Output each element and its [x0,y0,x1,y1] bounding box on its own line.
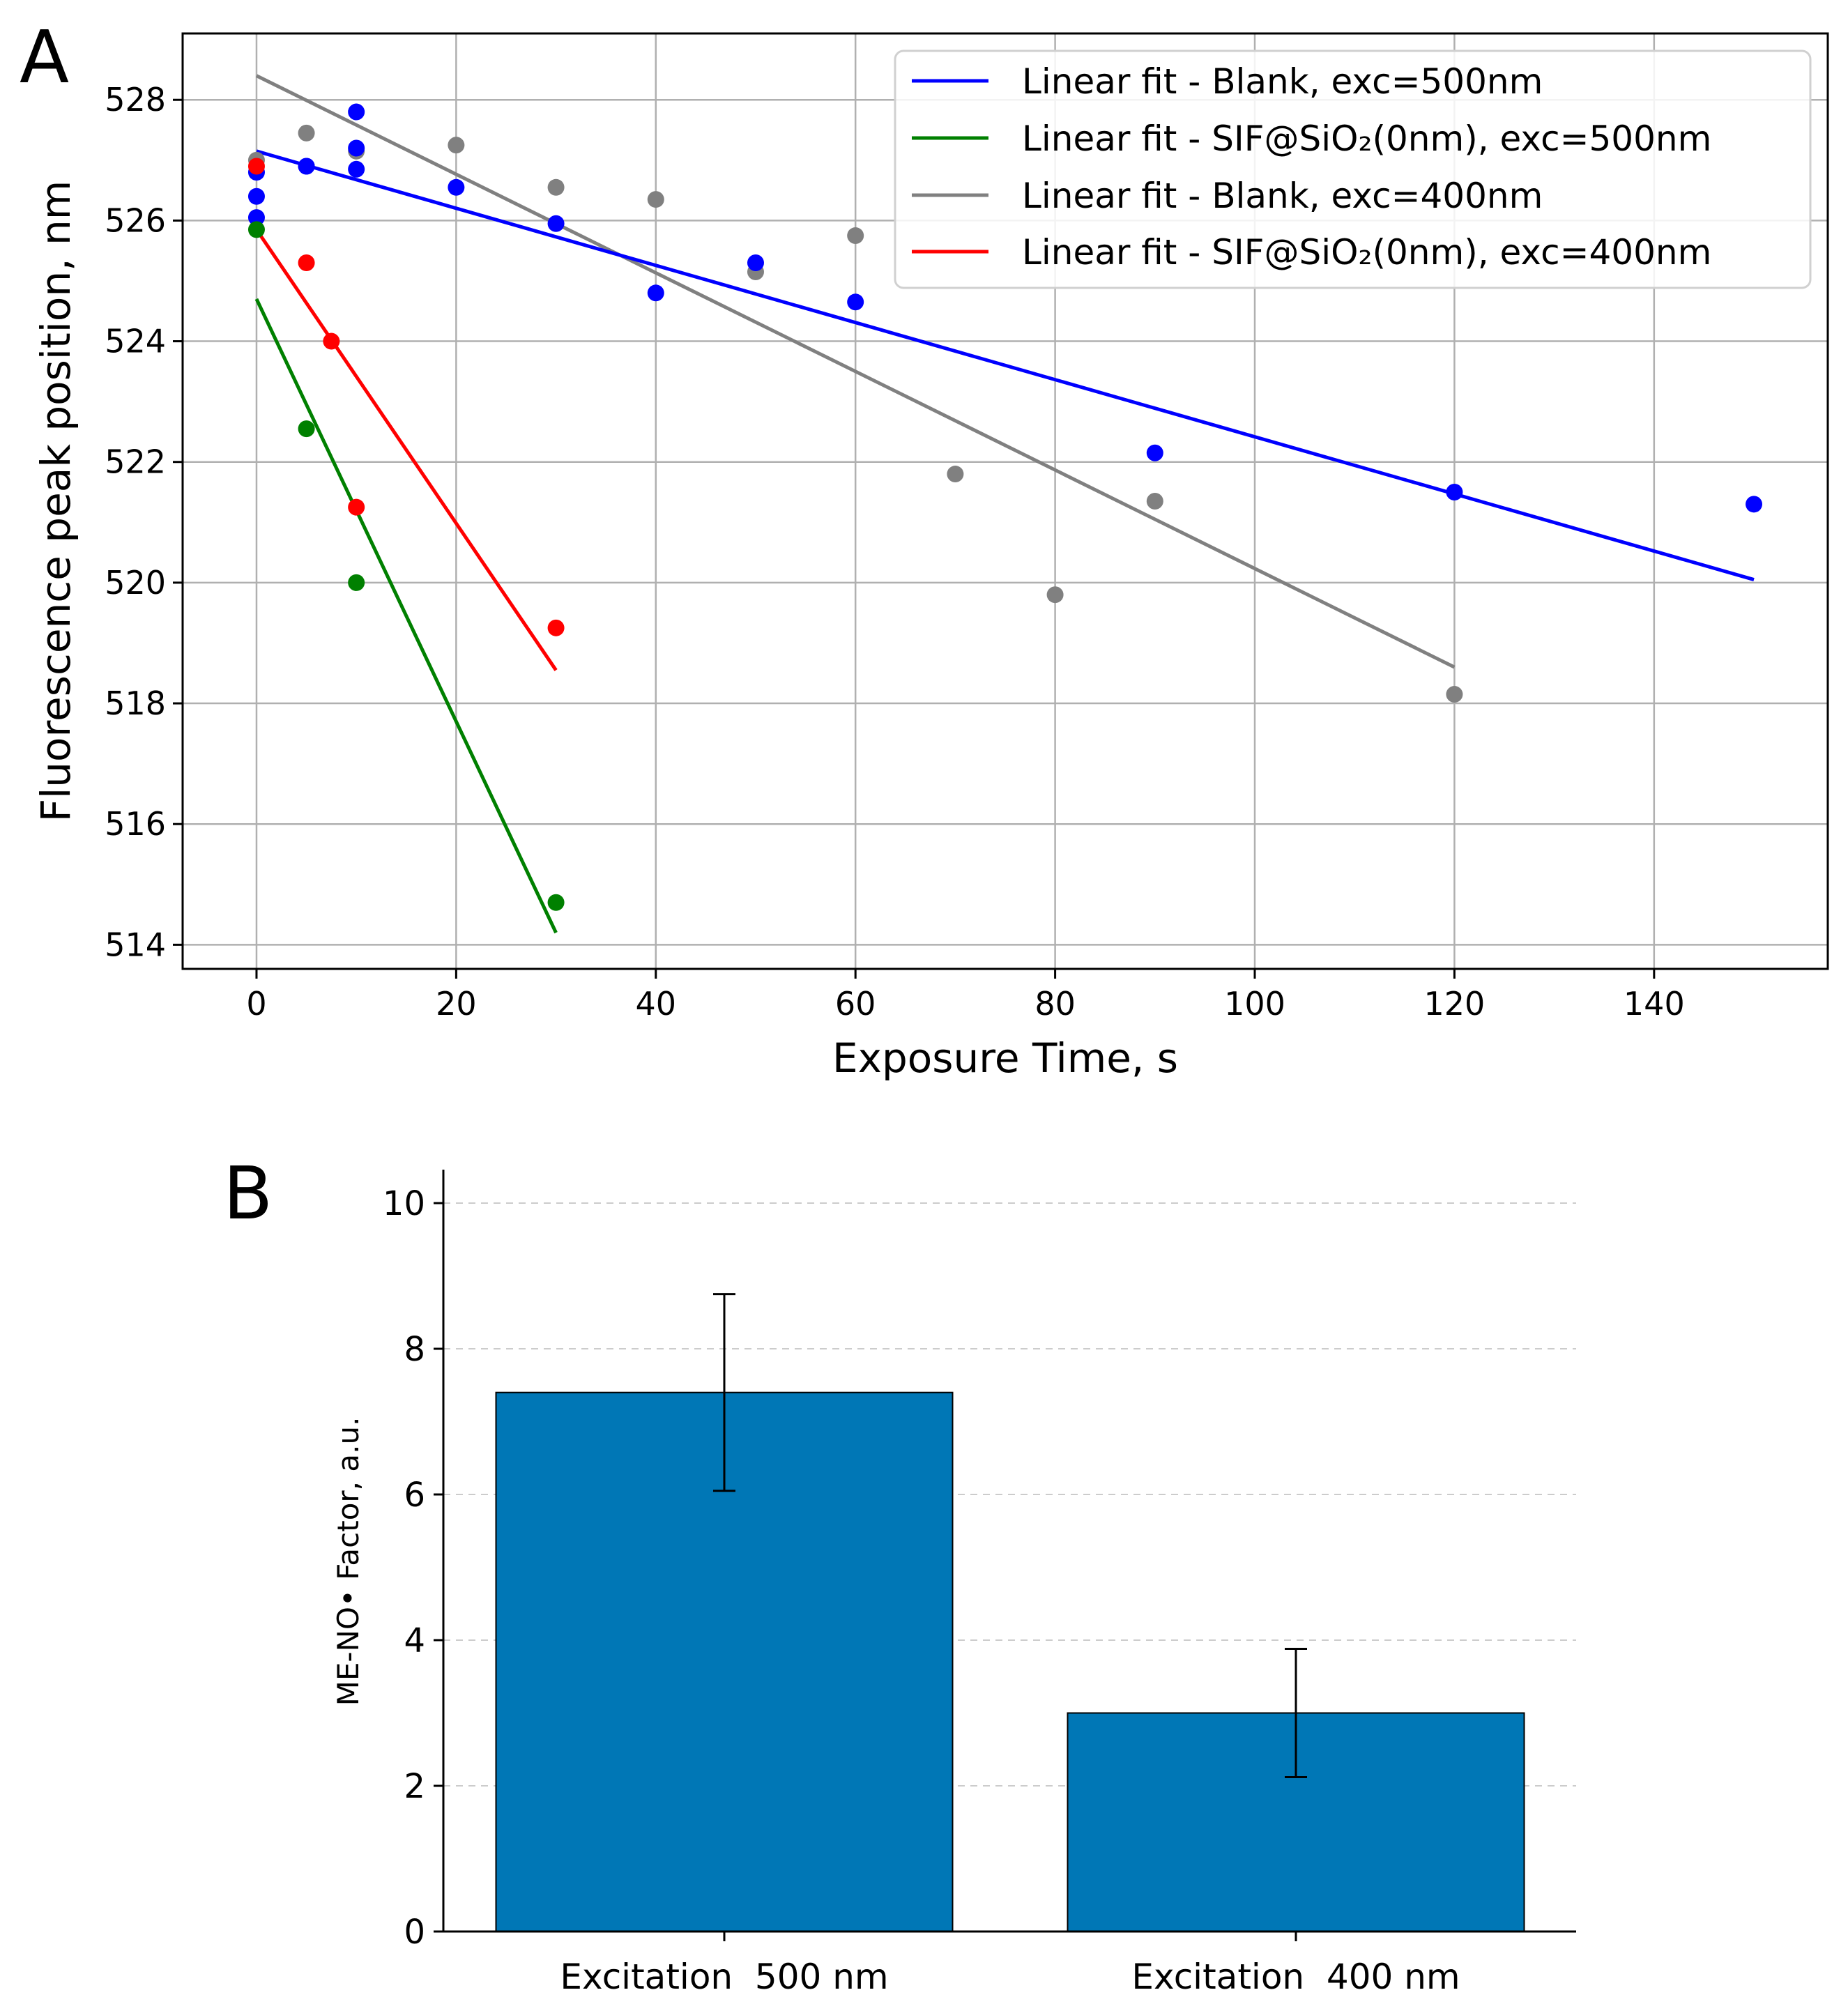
y-tick-label: 10 [383,1184,425,1223]
legend-label-sif-500: Linear fit - SIF@SiO₂(0nm), exc=500nm [1022,118,1711,159]
x-tick-label: 140 [1624,985,1685,1023]
data-point [547,894,565,911]
plot-a-x-ticks: 0 20 40 60 80 100 120 140 [246,969,1685,1023]
y-tick-label: 6 [404,1476,425,1515]
category-label: Excitation 400 nm [1131,1957,1460,1997]
y-tick-label: 526 [105,201,166,239]
panel-b: B 0 2 4 6 8 10 Excitation 500 nm Excitation 40… [223,1151,1576,1997]
data-point [647,284,664,302]
x-tick-label: 20 [436,985,477,1023]
category-label: Excitation 500 nm [560,1957,888,1997]
fit-line [254,298,558,934]
y-tick-label: 520 [105,564,166,602]
y-tick-label: 528 [105,81,166,118]
data-point [348,160,365,178]
plot-a-frame [181,32,1829,970]
data-point [547,215,565,232]
plot-b-y-ticks: 0 2 4 6 8 10 [383,1184,443,1952]
data-point [298,254,315,272]
panel-a-label: A [20,15,69,100]
data-point [348,103,365,121]
x-tick-label: 100 [1224,985,1285,1023]
x-tick-label: 40 [636,985,677,1023]
y-tick-label: 522 [105,443,166,481]
data-point [1146,493,1163,510]
plot-b-error-bars [713,1293,1307,1778]
data-point [247,158,265,175]
data-point [747,254,764,272]
data-point [547,178,565,196]
data-point [1446,484,1463,501]
data-point [847,293,864,311]
data-point [348,498,365,516]
x-tick-label: 80 [1034,985,1076,1023]
data-point [947,466,964,483]
data-point [247,221,265,238]
y-tick-label: 8 [404,1330,425,1369]
legend-label-sif-400: Linear fit - SIF@SiO₂(0nm), exc=400nm [1022,232,1711,273]
y-tick-label: 524 [105,323,166,360]
plot-b-y-axis-label: ME-NO• Factor, a.u. [331,1417,365,1706]
y-tick-label: 516 [105,805,166,843]
plot-a-x-axis-label: Exposure Time, s [832,1034,1178,1082]
plot-b-category-labels: Excitation 500 nm Excitation 400 nm [560,1932,1460,1997]
legend-label-blank-400: Linear fit - Blank, exc=400nm [1022,176,1543,216]
data-point [298,124,315,141]
fit-line [255,74,1456,669]
data-point [448,178,465,196]
data-point [1046,586,1064,604]
plot-a-y-axis-label: Fluorescence peak position, nm [32,181,79,822]
data-point [847,227,864,245]
data-point [298,158,315,175]
y-tick-label: 514 [105,926,166,963]
fit-line [254,228,558,671]
plot-b-grid [443,1202,1576,1787]
plot-b-bars [495,1391,1525,1932]
y-tick-label: 518 [105,684,166,722]
panel-a: A 0 20 40 60 80 100 120 140 5145165185205225245… [20,15,1829,1082]
plot-a-data-points [247,103,1763,911]
y-tick-label: 4 [404,1621,425,1660]
x-tick-label: 120 [1424,985,1486,1023]
panel-b-label: B [223,1151,273,1236]
data-point [247,188,265,205]
x-tick-label: 60 [835,985,876,1023]
data-point [547,619,565,636]
x-tick-label: 0 [246,985,266,1023]
legend-box [894,49,1812,289]
fit-line [256,149,1755,581]
data-point [1446,686,1463,703]
data-point [348,139,365,157]
data-point [247,209,265,227]
data-point [348,574,365,591]
data-point [448,137,465,154]
data-point [323,332,340,350]
data-point [298,420,315,438]
data-point [647,191,664,208]
y-tick-label: 0 [404,1913,425,1952]
plot-a-legend: Linear fit - Blank, exc=500nm Linear fit… [894,49,1812,289]
data-point [1146,444,1163,461]
y-tick-label: 2 [404,1767,425,1806]
data-point [1746,496,1763,513]
plot-a-y-ticks: 514 516 518 520 522 524 526 528 [105,81,183,963]
legend-label-blank-500: Linear fit - Blank, exc=500nm [1022,61,1543,102]
plot-a-fit-lines [254,74,1755,934]
